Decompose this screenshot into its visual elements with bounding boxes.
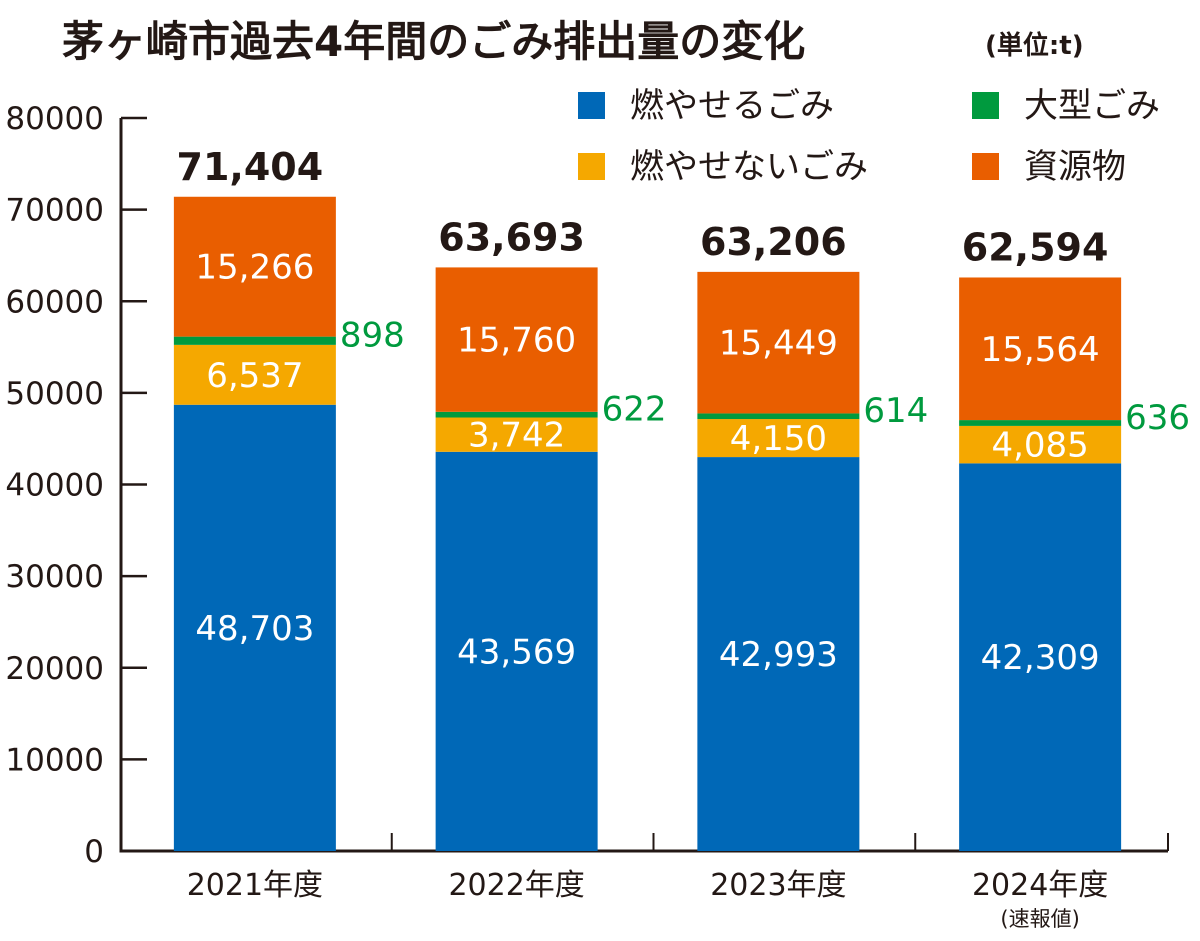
- total-value-label: 63,693: [438, 215, 585, 259]
- x-category-label: 2023年度: [710, 868, 846, 903]
- bar-segment-2: [173, 336, 336, 345]
- y-tick-label: 50000: [5, 376, 104, 412]
- total-value-label: 62,594: [962, 225, 1109, 269]
- segment-value-label: 636: [1125, 398, 1190, 438]
- bar-segment-2: [435, 411, 598, 418]
- segment-value-label: 15,266: [195, 248, 314, 288]
- segment-value-label: 15,760: [457, 321, 576, 361]
- y-tick-label: 20000: [5, 651, 104, 687]
- segment-value-label: 4,085: [991, 426, 1088, 466]
- legend-swatch: [972, 153, 999, 180]
- legend-label: 燃やせないごみ: [630, 147, 868, 187]
- bar-segment-1: [435, 417, 598, 452]
- y-tick-label: 30000: [5, 559, 104, 595]
- segment-value-label: 15,449: [719, 324, 838, 364]
- chart-title: 茅ヶ崎市過去4年間のごみ排出量の変化: [62, 17, 805, 66]
- y-tick-label: 80000: [5, 101, 104, 137]
- y-tick-label: 60000: [5, 284, 104, 320]
- segment-value-label: 15,564: [981, 330, 1100, 370]
- total-value-label: 63,206: [700, 220, 847, 264]
- bar-segment-0: [697, 457, 860, 851]
- x-category-label: 2021年度: [187, 868, 323, 903]
- bar-segment-3: [173, 196, 336, 337]
- x-category-note: (速報値): [1000, 907, 1079, 931]
- y-tick-label: 10000: [5, 742, 104, 778]
- y-tick-label: 0: [84, 834, 104, 870]
- segment-value-label: 42,309: [981, 638, 1100, 678]
- segment-value-label: 3,742: [468, 416, 565, 456]
- total-value-label: 71,404: [177, 145, 324, 189]
- segment-value-label: 614: [863, 391, 928, 431]
- bar-segment-2: [959, 420, 1122, 426]
- bar-segment-1: [173, 344, 336, 405]
- segment-value-label: 622: [602, 390, 667, 430]
- bar-segment-3: [959, 277, 1122, 421]
- y-tick-label: 40000: [5, 468, 104, 504]
- legend-swatch: [578, 92, 605, 119]
- bar-segment-3: [697, 271, 860, 414]
- bar-segment-1: [959, 425, 1122, 464]
- x-category-label: 2024年度: [972, 868, 1108, 903]
- bar-segment-0: [173, 404, 336, 851]
- legend-label: 資源物: [1024, 147, 1126, 187]
- bar-segment-2: [697, 413, 860, 420]
- segment-value-label: 4,150: [730, 419, 827, 459]
- bar-segment-0: [435, 451, 598, 851]
- unit-note: (単位:t): [985, 30, 1084, 61]
- bar-segment-1: [697, 419, 860, 458]
- segment-value-label: 43,569: [457, 632, 576, 672]
- segment-value-label: 898: [340, 316, 405, 356]
- legend-label: 燃やせるごみ: [630, 86, 834, 126]
- segment-value-label: 6,537: [206, 356, 303, 396]
- y-tick-label: 70000: [5, 193, 104, 229]
- legend-swatch: [972, 92, 999, 119]
- segment-value-label: 42,993: [719, 635, 838, 675]
- bar-segment-3: [435, 267, 598, 412]
- segment-value-label: 48,703: [195, 609, 314, 649]
- legend-label: 大型ごみ: [1024, 86, 1160, 126]
- bar-segment-0: [959, 463, 1122, 851]
- legend-swatch: [578, 153, 605, 180]
- x-category-label: 2022年度: [448, 868, 584, 903]
